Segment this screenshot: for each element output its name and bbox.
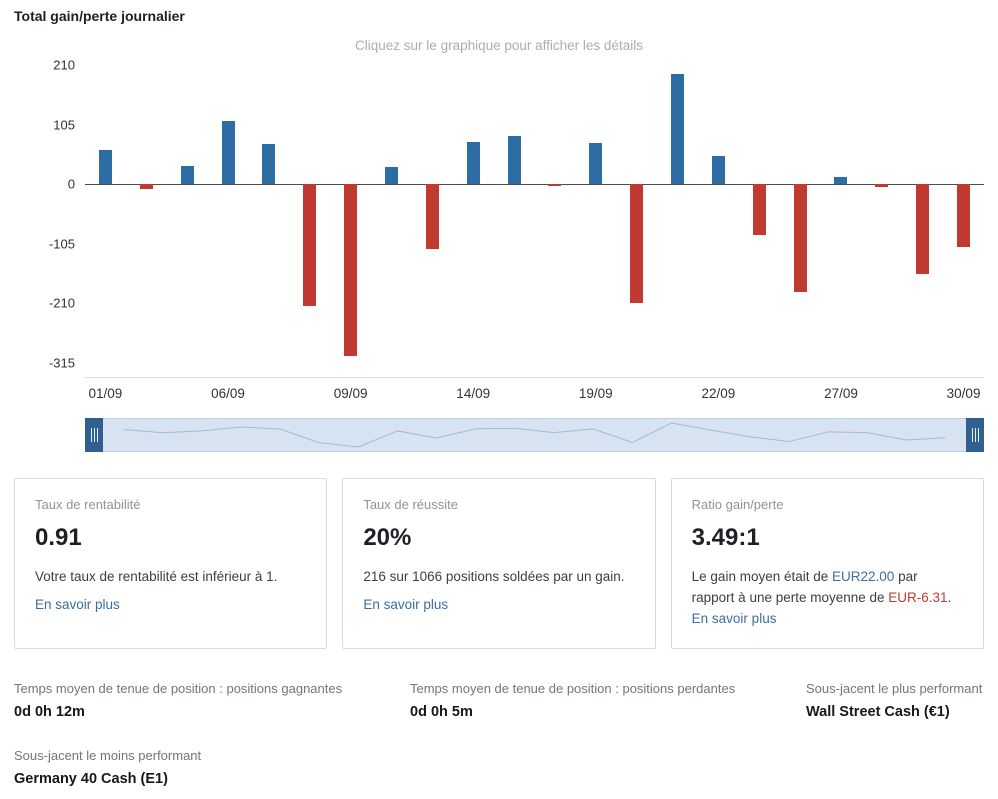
x-tick-label: 06/09 (211, 386, 245, 401)
stat-cards: Taux de rentabilité 0.91 Votre taux de r… (14, 478, 984, 649)
bar-06/09[interactable] (221, 120, 235, 185)
bar-22/09[interactable] (711, 155, 725, 185)
navigator-right-handle[interactable] (966, 418, 984, 452)
chart-navigator[interactable] (85, 418, 984, 452)
stat-label: Sous-jacent le plus performant (806, 680, 983, 696)
x-tick-label: 27/09 (824, 386, 858, 401)
card-taux-rentabilite: Taux de rentabilité 0.91 Votre taux de r… (14, 478, 328, 649)
bar-15/09[interactable] (507, 135, 521, 185)
stat-best-underlying: Sous-jacent le plus performant Wall Stre… (806, 681, 984, 720)
x-tick-label: 09/09 (333, 386, 368, 401)
bar-05/09[interactable] (180, 166, 194, 185)
stat-value: 0d 0h 12m (14, 703, 85, 720)
zero-axis-line (85, 184, 984, 186)
bar-26/09[interactable] (793, 184, 807, 293)
x-axis: 01/09 06/09 09/09 14/09 19/09 22/09 27/09 30/09 (85, 378, 984, 404)
bar-21/09[interactable] (671, 73, 685, 185)
bar-27/09[interactable] (834, 177, 848, 185)
stat-value: 0d 0h 5m (410, 703, 473, 720)
desc-text: . (947, 589, 952, 605)
stat-value: Germany 40 Cash (E1) (14, 770, 168, 787)
bar-13/09[interactable] (425, 184, 439, 250)
y-tick-label: 0 (67, 176, 75, 192)
card-description: 216 sur 1066 positions soldées par un ga… (363, 569, 625, 584)
x-tick-label: 30/09 (946, 386, 981, 401)
navigator-gutter (14, 418, 85, 452)
plot-outer (85, 65, 984, 378)
x-axis-row: 01/09 06/09 09/09 14/09 19/09 22/09 27/09 30/09 (14, 378, 984, 404)
navigator-row (14, 418, 984, 452)
card-value: 0.91 (35, 524, 82, 551)
card-ratio-gain-perte: Ratio gain/perte 3.49:1 Le gain moyen ét… (670, 478, 984, 649)
daily-pl-chart[interactable]: 210 105 0 -105 -210 -315 (14, 58, 984, 378)
card-value: 3.49:1 (691, 524, 760, 551)
bar-12/09[interactable] (384, 167, 398, 185)
bar-07/09[interactable] (262, 144, 276, 185)
card-label: Taux de réussite (363, 497, 458, 512)
y-axis: 210 105 0 -105 -210 -315 (14, 58, 85, 371)
card-value: 20% (363, 524, 412, 551)
x-axis-gutter (14, 378, 85, 404)
stat-label: Temps moyen de tenue de position : posit… (14, 680, 343, 696)
stat-avg-hold-winning: Temps moyen de tenue de position : posit… (14, 681, 410, 720)
plot-area[interactable] (85, 65, 984, 363)
chart-subtitle: Cliquez sur le graphique pour afficher l… (355, 38, 643, 53)
stat-value: Wall Street Cash (€1) (806, 703, 950, 720)
learn-more-link[interactable]: En savoir plus (691, 610, 777, 626)
navigator-left-handle[interactable] (85, 418, 103, 452)
bar-02/09[interactable] (139, 184, 153, 189)
bar-14/09[interactable] (466, 141, 480, 185)
x-tick-label: 22/09 (701, 386, 736, 401)
y-tick-label: -105 (48, 236, 75, 252)
y-tick-label: -315 (48, 355, 75, 371)
card-description: Le gain moyen était de EUR22.00 par rapp… (692, 567, 963, 630)
bar-23/09[interactable] (752, 184, 766, 236)
stat-avg-hold-losing: Temps moyen de tenue de position : posit… (410, 681, 806, 720)
navigator-line (104, 419, 965, 451)
stat-worst-underlying: Sous-jacent le moins performant Germany … (14, 748, 410, 787)
bar-29/09[interactable] (916, 184, 930, 274)
bar-08/09[interactable] (303, 184, 317, 307)
learn-more-link[interactable]: En savoir plus (363, 596, 449, 612)
bar-19/09[interactable] (589, 143, 603, 185)
summary-stats: Temps moyen de tenue de position : posit… (14, 681, 984, 787)
bar-09/09[interactable] (344, 184, 358, 357)
learn-more-link[interactable]: En savoir plus (35, 596, 120, 612)
y-tick-label: 210 (53, 57, 75, 73)
avg-gain-value: EUR22.00 (832, 569, 895, 584)
bar-28/09[interactable] (875, 184, 889, 188)
stat-label: Sous-jacent le moins performant (14, 747, 202, 763)
bar-01/09[interactable] (98, 150, 112, 185)
desc-text: Le gain moyen était de (691, 569, 833, 584)
bar-16/09[interactable] (548, 184, 562, 187)
x-tick-label: 14/09 (456, 386, 491, 401)
avg-loss-value: EUR-6.31 (888, 589, 948, 605)
y-tick-label: -210 (48, 295, 75, 311)
x-tick-label: 19/09 (578, 386, 613, 401)
y-tick-label: 105 (53, 117, 75, 133)
x-tick-label: 01/09 (88, 386, 123, 401)
stat-label: Temps moyen de tenue de position : posit… (410, 680, 736, 696)
bar-30/09[interactable] (957, 184, 971, 247)
card-description: Votre taux de rentabilité est inférieur … (35, 569, 278, 584)
card-taux-reussite: Taux de réussite 20% 216 sur 1066 positi… (342, 478, 656, 649)
desc-text: par rapport à une perte moyenne de (691, 569, 918, 605)
card-label: Ratio gain/perte (691, 497, 784, 512)
bar-20/09[interactable] (630, 184, 644, 304)
page-title: Total gain/perte journalier (14, 8, 185, 24)
card-label: Taux de rentabilité (35, 497, 141, 512)
